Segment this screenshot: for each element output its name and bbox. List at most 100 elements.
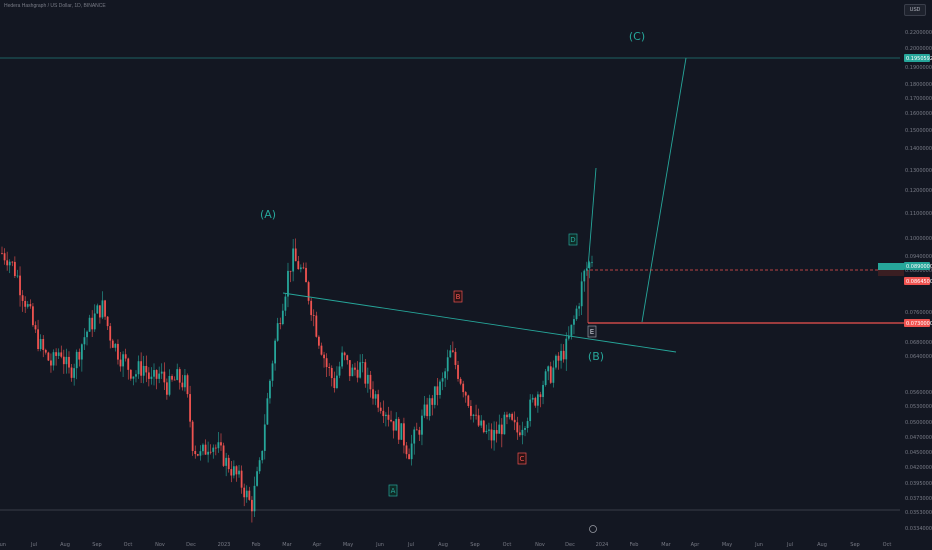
candle-body [356, 369, 359, 378]
x-tick-label: Apr [691, 542, 701, 548]
candle-body [26, 304, 29, 307]
x-tick-label: Oct [883, 542, 892, 548]
candle-body [369, 374, 372, 390]
candle-body [555, 355, 557, 368]
candle-body [431, 398, 434, 405]
candle-body [165, 382, 168, 395]
candle-body [374, 394, 377, 399]
candle-body [377, 394, 380, 408]
candle-body [132, 376, 135, 379]
candle-body [111, 340, 114, 348]
candle-body [536, 394, 539, 406]
price-tag-bg [904, 54, 930, 62]
candle-body [557, 355, 560, 361]
x-tick-label: Aug [60, 542, 70, 548]
candle-body [114, 343, 117, 348]
candle-body [140, 361, 143, 376]
candle-body [222, 445, 225, 466]
currency-selector[interactable]: USD [904, 4, 926, 16]
candle-body [145, 365, 148, 373]
candle-body [451, 350, 454, 352]
candle-body [274, 340, 277, 364]
candle-body [449, 350, 452, 358]
candle-body [106, 316, 109, 327]
candle-body [560, 350, 562, 361]
candle-body [457, 364, 459, 379]
position-target-zone [878, 263, 904, 270]
candle-body [493, 430, 495, 441]
candle-body [470, 405, 472, 416]
candle-body [467, 395, 470, 406]
candle-body [500, 424, 503, 435]
candle-body [52, 352, 55, 366]
candle-body [220, 442, 222, 446]
candle-body [459, 378, 462, 384]
candle-body [454, 351, 457, 365]
candle-body [96, 305, 99, 314]
candle-body [209, 451, 212, 453]
candle-body [65, 356, 68, 365]
wave-labels: (A) (B) (C) A B C D E [260, 30, 645, 497]
candle-body [232, 466, 235, 476]
candle-body [328, 367, 331, 369]
candle-body [230, 469, 233, 476]
candle-body [207, 451, 210, 455]
candle-body [60, 352, 63, 357]
price-tag-bg [904, 319, 930, 327]
candle-body [88, 317, 91, 332]
candle-body [34, 325, 37, 330]
candle-body [565, 338, 568, 360]
x-tick-label: Jun [754, 542, 763, 548]
candle-body [364, 362, 367, 384]
candle-body [544, 371, 547, 386]
candle-body [147, 372, 150, 379]
projection-line-d [587, 167, 597, 269]
candle-body [279, 323, 282, 325]
candle-body [495, 430, 498, 434]
position-risk-zone [878, 270, 904, 276]
wave-label-d-minor: D [568, 233, 578, 246]
candle-body [238, 470, 240, 475]
candle-body [323, 354, 325, 359]
candle-body [137, 361, 140, 375]
candle-body [387, 414, 390, 420]
candle-body [171, 376, 173, 380]
x-tick-label: Dec [186, 542, 196, 548]
candle-body [511, 413, 514, 420]
candle-body [361, 362, 364, 363]
candle-body [176, 369, 179, 380]
candle-body [24, 300, 27, 307]
candle-body [42, 339, 45, 350]
x-tick-label: May [343, 542, 353, 548]
candle-body [446, 357, 449, 372]
wave-label-text: D [570, 236, 575, 244]
candle-body [91, 317, 94, 330]
candle-body [575, 308, 578, 320]
candle-body [330, 368, 333, 379]
candle-body [281, 310, 284, 325]
x-tick-label: Apr [313, 542, 323, 548]
candle-body [86, 331, 88, 338]
candle-body [436, 386, 439, 395]
candle-body [403, 423, 405, 446]
x-tick-label: Feb [630, 542, 639, 548]
candle-body [421, 415, 423, 435]
x-tick-label: Aug [438, 542, 448, 548]
wave-label-text: B [456, 293, 461, 301]
candle-body [488, 429, 490, 431]
wave-label-a-major: (A) [260, 208, 276, 221]
candle-body [382, 410, 385, 417]
candle-body [405, 445, 408, 455]
